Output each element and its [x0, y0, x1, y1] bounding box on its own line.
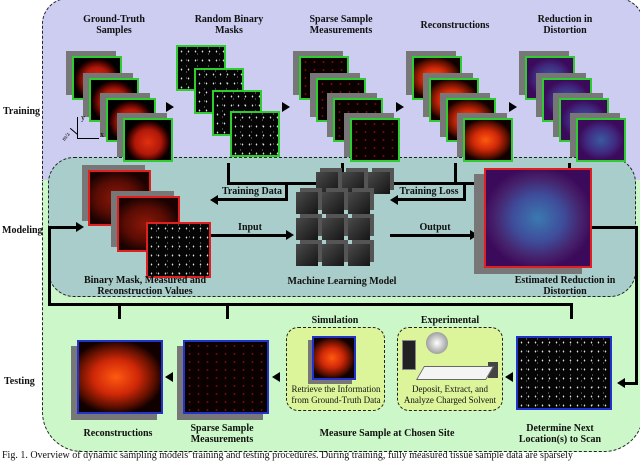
- model-label: Machine Learning Model: [287, 276, 397, 287]
- experimental-text: Deposit, Extract, and Analyze Charged So…: [403, 384, 497, 405]
- simulation-text: Retrieve the Information from Ground-Tru…: [291, 384, 381, 405]
- arrow-right-icon: [166, 102, 174, 112]
- row-label-training: Training: [3, 106, 41, 117]
- measure-label: Measure Sample at Chosen Site: [319, 428, 455, 439]
- arrow-right-icon: [509, 102, 517, 112]
- arrow-left-icon: [272, 372, 280, 382]
- estimated-reduction-image: [484, 168, 592, 268]
- arrow-left-icon: [390, 195, 398, 205]
- connector-line: [454, 163, 457, 184]
- testing-reconstruction-image: [77, 340, 163, 414]
- simulation-title: Simulation: [311, 315, 359, 326]
- arrow-right-icon: [286, 230, 294, 240]
- tissue-slide-icon: [415, 366, 495, 380]
- arrow-left-icon: [505, 372, 513, 382]
- masks-label: Random Binary Masks: [194, 14, 264, 36]
- estimate-label: Estimated Reduction in Distortion: [514, 275, 616, 297]
- connector-line: [227, 163, 230, 184]
- row-label-modeling: Modeling: [2, 225, 43, 236]
- arrow-right-icon: [470, 230, 478, 240]
- output-label: Output: [419, 222, 451, 233]
- funnel-icon: [426, 332, 448, 354]
- simulation-image: [312, 336, 356, 380]
- training-data-label: Training Data: [221, 186, 283, 197]
- connector-line: [227, 182, 571, 185]
- inputs-label: Binary Mask, Measured and Reconstruction…: [83, 275, 207, 297]
- computer-icon: [402, 340, 416, 370]
- solvent-device-icon: [488, 362, 498, 378]
- row-label-testing: Testing: [4, 376, 35, 387]
- arrow-right-icon: [76, 222, 84, 232]
- arrow-right-icon: [282, 102, 290, 112]
- ground-truth-label: Ground-Truth Samples: [83, 14, 145, 36]
- next-location-label: Determine Next Location(s) to Scan: [518, 423, 602, 445]
- sparse-label: Sparse Sample Measurements: [309, 14, 373, 36]
- arrow-left-icon: [210, 195, 218, 205]
- arrow-right-icon: [396, 102, 404, 112]
- arrow-left-icon: [165, 372, 173, 382]
- arrow-left-icon: [617, 378, 625, 388]
- figure-caption: Fig. 1. Overview of dynamic sampling mod…: [2, 450, 573, 461]
- testing-reconstructions-label: Reconstructions: [83, 428, 153, 439]
- reconstructions-label: Reconstructions: [420, 20, 490, 31]
- experimental-title: Experimental: [420, 315, 480, 326]
- training-loss-label: Training Loss: [399, 186, 459, 197]
- reduction-label: Reduction in Distortion: [537, 14, 593, 36]
- next-location-image: [516, 336, 612, 410]
- testing-sparse-image: [183, 340, 269, 414]
- input-label: Input: [238, 222, 262, 233]
- testing-sparse-label: Sparse Sample Measurements: [190, 423, 254, 445]
